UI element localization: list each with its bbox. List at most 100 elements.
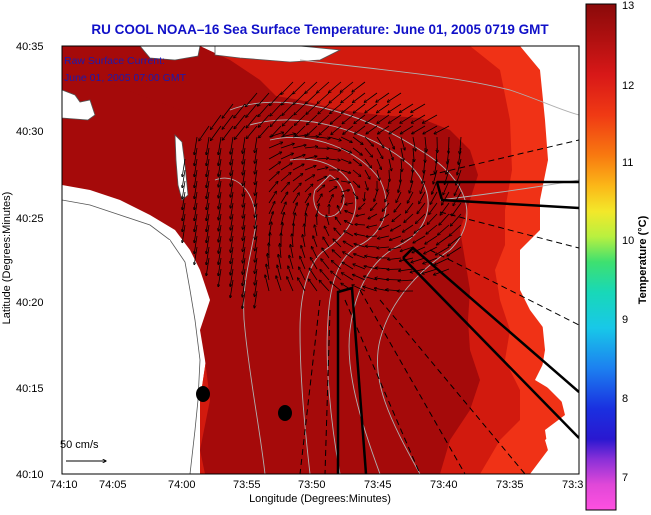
current-vector-arrow <box>320 270 330 281</box>
y-tick-label: 40:10 <box>16 469 44 481</box>
current-vector-arrow <box>230 279 234 298</box>
current-vector-arrow <box>182 191 186 210</box>
current-vector-arrow <box>218 257 222 276</box>
current-vector-arrow <box>376 158 381 170</box>
current-vector-arrow <box>289 255 294 270</box>
current-vector-arrow <box>280 134 295 138</box>
current-vector-arrow <box>222 114 234 129</box>
current-vector-arrow <box>368 213 378 219</box>
x-tick-label: 73:40 <box>430 479 458 491</box>
current-vector-arrow <box>182 202 186 221</box>
current-vector-arrow <box>194 158 198 177</box>
current-vector-arrow <box>387 92 402 102</box>
current-vector-arrow <box>400 136 405 150</box>
current-vectors <box>182 81 462 309</box>
current-vector-arrow <box>255 136 258 153</box>
current-vector-arrow <box>280 244 281 259</box>
current-vector-arrow <box>364 169 370 179</box>
colorbar-gradient <box>585 3 617 511</box>
current-vector-arrow <box>422 169 426 183</box>
current-vector-arrow <box>243 235 246 252</box>
current-vector-arrow <box>341 273 354 281</box>
current-vector-arrow <box>400 125 414 134</box>
current-vector-arrow <box>353 103 366 113</box>
current-vector-arrow <box>433 169 438 184</box>
current-vector-arrow <box>269 92 282 106</box>
current-vector-arrow <box>343 252 354 259</box>
current-vector-arrow <box>425 235 438 244</box>
no-data-southeast <box>540 300 579 474</box>
current-vector-arrow <box>222 125 234 140</box>
current-vector-arrow <box>330 282 342 292</box>
legend-line-1: Raw Surface Current: <box>64 55 165 67</box>
current-vector-arrow <box>429 202 438 215</box>
current-vector-arrow <box>352 274 366 281</box>
current-vector-arrow <box>316 194 322 204</box>
current-vector-arrow <box>376 169 380 181</box>
current-vector-arrow <box>411 103 426 113</box>
current-vector-arrow <box>293 223 294 237</box>
current-vector-arrow <box>268 191 276 204</box>
current-vector-arrow <box>409 180 414 193</box>
current-vector-arrow <box>342 114 354 124</box>
current-vector-arrow <box>388 147 393 160</box>
current-vector-arrow <box>399 257 414 261</box>
current-vector-arrow <box>446 158 450 174</box>
x-tick-label: 73:50 <box>298 479 326 491</box>
sst-warm-water <box>62 46 480 474</box>
current-vector-arrow <box>218 158 222 177</box>
current-vector-arrow <box>316 204 319 215</box>
current-vector-arrow <box>371 202 378 211</box>
current-vector-arrow <box>283 125 294 137</box>
current-vector-arrow <box>218 191 222 209</box>
current-vector-arrow <box>332 250 342 259</box>
current-vector-arrow <box>326 215 330 226</box>
current-vector-arrow <box>268 201 275 215</box>
current-vector-arrow <box>389 169 390 182</box>
current-vector-arrow <box>440 202 450 215</box>
current-vector-arrow <box>352 180 360 187</box>
current-vector-arrow <box>206 246 210 265</box>
current-vector-arrow <box>450 213 462 226</box>
current-vector-arrow <box>199 125 210 141</box>
current-vector-arrow <box>268 142 283 149</box>
current-vector-arrow <box>292 145 306 149</box>
current-vector-arrow <box>448 235 462 246</box>
current-vector-arrow <box>454 180 462 196</box>
current-vector-arrow <box>218 147 222 166</box>
current-vector-arrow <box>394 202 402 212</box>
current-vector-arrow <box>344 231 354 237</box>
current-vector-arrow <box>392 213 402 222</box>
current-vector-arrow <box>404 213 414 223</box>
current-vector-arrow <box>456 169 462 185</box>
current-vector-arrow <box>331 271 342 281</box>
current-vector-arrow <box>281 92 294 105</box>
current-vector-arrow <box>206 224 210 243</box>
current-vector-arrow <box>329 81 342 93</box>
y-axis-title: Latitude (Degrees:Minutes) <box>1 192 13 325</box>
current-vector-arrow <box>287 277 294 292</box>
current-vector-arrow <box>328 195 333 204</box>
sst-warm-north <box>62 46 280 115</box>
current-vector-arrow <box>280 163 292 171</box>
current-vector-arrow <box>378 235 390 239</box>
current-vector-arrow <box>419 191 426 204</box>
current-vector-arrow <box>359 202 366 209</box>
current-vector-arrow <box>388 158 392 171</box>
current-vector-arrow <box>438 224 450 235</box>
current-vector-arrow <box>316 185 325 193</box>
current-vector-arrow <box>311 247 318 259</box>
current-vector-arrow <box>218 235 222 253</box>
current-vector-arrow <box>317 214 318 226</box>
current-vector-arrow <box>182 180 186 199</box>
current-vector-arrow <box>423 125 438 134</box>
legend-line-2: June 01, 2005 07:00 GMT <box>64 72 187 84</box>
current-vector-arrow <box>426 224 438 234</box>
current-vector-arrow <box>281 81 294 94</box>
current-vector-arrow <box>447 246 462 256</box>
current-vector-arrow <box>399 103 414 113</box>
current-vector-arrow <box>254 279 258 297</box>
colorbar-title: Temperature (°C) <box>637 215 649 304</box>
current-vector-arrow <box>329 92 342 103</box>
current-vector-arrow <box>364 180 368 190</box>
